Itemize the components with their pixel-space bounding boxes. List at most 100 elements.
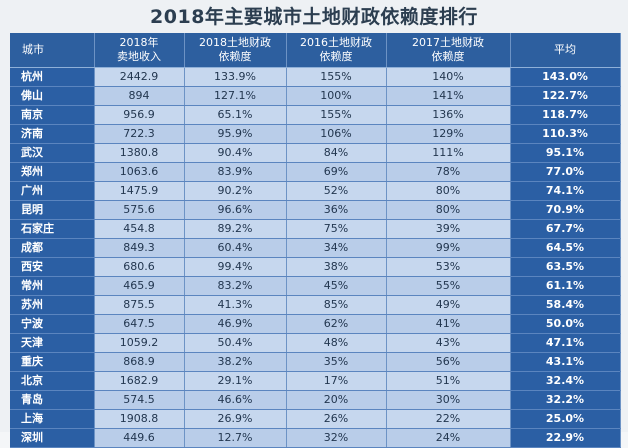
ranking-table-container: 城市 2018年 卖地收入 2018土地财政 依赖度 2016土地财政 依赖度 … — [10, 33, 621, 448]
cell-2018-dependency: 41.3% — [184, 295, 287, 315]
cell-2016-dependency: 35% — [286, 352, 387, 372]
cell-2016-dependency: 45% — [286, 276, 387, 296]
cell-2017-dependency: 55% — [386, 276, 511, 296]
table-row: 广州 1475.9 90.2% 52% 80% 74.1% — [10, 181, 621, 201]
cell-2016-dependency: 155% — [286, 105, 387, 125]
cell-2018-revenue: 647.5 — [94, 314, 185, 334]
cell-2018-dependency: 133.9% — [184, 67, 287, 87]
cell-2016-dependency: 84% — [286, 143, 387, 163]
table-row: 北京 1682.9 29.1% 17% 51% 32.4% — [10, 371, 621, 391]
cell-average: 25.0% — [510, 409, 621, 429]
cell-2018-revenue: 574.5 — [94, 390, 185, 410]
cell-city: 青岛 — [10, 390, 95, 410]
cell-2017-dependency: 30% — [386, 390, 511, 410]
cell-average: 143.0% — [510, 67, 621, 87]
cell-2018-dependency: 65.1% — [184, 105, 287, 125]
cell-city: 苏州 — [10, 295, 95, 315]
cell-average: 32.4% — [510, 371, 621, 391]
cell-city: 济南 — [10, 124, 95, 144]
cell-2018-dependency: 83.2% — [184, 276, 287, 296]
cell-city: 石家庄 — [10, 219, 95, 239]
cell-2016-dependency: 100% — [286, 86, 387, 106]
cell-average: 122.7% — [510, 86, 621, 106]
cell-2016-dependency: 155% — [286, 67, 387, 87]
cell-city: 佛山 — [10, 86, 95, 106]
cell-city: 南京 — [10, 105, 95, 125]
cell-2016-dependency: 34% — [286, 238, 387, 258]
cell-2018-dependency: 89.2% — [184, 219, 287, 239]
cell-2017-dependency: 43% — [386, 333, 511, 353]
table-row: 上海 1908.8 26.9% 26% 22% 25.0% — [10, 409, 621, 429]
cell-2018-revenue: 849.3 — [94, 238, 185, 258]
cell-average: 63.5% — [510, 257, 621, 277]
cell-2018-revenue: 1682.9 — [94, 371, 185, 391]
cell-city: 天津 — [10, 333, 95, 353]
ranking-table: 城市 2018年 卖地收入 2018土地财政 依赖度 2016土地财政 依赖度 … — [10, 33, 621, 448]
cell-2016-dependency: 52% — [286, 181, 387, 201]
header-average: 平均 — [510, 33, 621, 68]
cell-2018-revenue: 1059.2 — [94, 333, 185, 353]
cell-2016-dependency: 69% — [286, 162, 387, 182]
cell-average: 64.5% — [510, 238, 621, 258]
table-row: 深圳 449.6 12.7% 32% 24% 22.9% — [10, 428, 621, 448]
cell-2016-dependency: 17% — [286, 371, 387, 391]
cell-2017-dependency: 136% — [386, 105, 511, 125]
cell-2017-dependency: 78% — [386, 162, 511, 182]
cell-2018-revenue: 1063.6 — [94, 162, 185, 182]
header-2016-dependency: 2016土地财政 依赖度 — [286, 33, 387, 68]
cell-average: 77.0% — [510, 162, 621, 182]
cell-average: 32.2% — [510, 390, 621, 410]
cell-2018-dependency: 127.1% — [184, 86, 287, 106]
page: 2018年主要城市土地财政依赖度排行 城市 2018年 卖地收入 2018土地财… — [10, 6, 621, 448]
cell-average: 47.1% — [510, 333, 621, 353]
cell-2016-dependency: 106% — [286, 124, 387, 144]
header-city: 城市 — [10, 33, 95, 68]
table-row: 成都 849.3 60.4% 34% 99% 64.5% — [10, 238, 621, 258]
table-row: 南京 956.9 65.1% 155% 136% 118.7% — [10, 105, 621, 125]
cell-2017-dependency: 39% — [386, 219, 511, 239]
cell-2017-dependency: 24% — [386, 428, 511, 448]
cell-2018-dependency: 50.4% — [184, 333, 287, 353]
table-row: 苏州 875.5 41.3% 85% 49% 58.4% — [10, 295, 621, 315]
cell-2018-revenue: 1380.8 — [94, 143, 185, 163]
header-2017-dependency: 2017土地财政 依赖度 — [386, 33, 511, 68]
cell-2017-dependency: 111% — [386, 143, 511, 163]
table-row: 济南 722.3 95.9% 106% 129% 110.3% — [10, 124, 621, 144]
cell-average: 22.9% — [510, 428, 621, 448]
cell-2018-dependency: 90.4% — [184, 143, 287, 163]
cell-average: 67.7% — [510, 219, 621, 239]
cell-city: 深圳 — [10, 428, 95, 448]
cell-average: 118.7% — [510, 105, 621, 125]
cell-2016-dependency: 48% — [286, 333, 387, 353]
table-row: 杭州 2442.9 133.9% 155% 140% 143.0% — [10, 67, 621, 87]
table-row: 宁波 647.5 46.9% 62% 41% 50.0% — [10, 314, 621, 334]
cell-2018-revenue: 722.3 — [94, 124, 185, 144]
cell-2017-dependency: 141% — [386, 86, 511, 106]
cell-2017-dependency: 140% — [386, 67, 511, 87]
table-row: 郑州 1063.6 83.9% 69% 78% 77.0% — [10, 162, 621, 182]
cell-2016-dependency: 62% — [286, 314, 387, 334]
cell-2018-dependency: 95.9% — [184, 124, 287, 144]
cell-2017-dependency: 41% — [386, 314, 511, 334]
cell-city: 杭州 — [10, 67, 95, 87]
cell-2017-dependency: 129% — [386, 124, 511, 144]
cell-2016-dependency: 75% — [286, 219, 387, 239]
cell-2017-dependency: 49% — [386, 295, 511, 315]
cell-2018-dependency: 46.6% — [184, 390, 287, 410]
cell-2017-dependency: 56% — [386, 352, 511, 372]
cell-average: 58.4% — [510, 295, 621, 315]
table-row: 昆明 575.6 96.6% 36% 80% 70.9% — [10, 200, 621, 220]
table-body: 杭州 2442.9 133.9% 155% 140% 143.0% 佛山 894 127.1%… — [10, 67, 621, 448]
page-title: 2018年主要城市土地财政依赖度排行 — [150, 6, 478, 28]
cell-city: 昆明 — [10, 200, 95, 220]
cell-city: 广州 — [10, 181, 95, 201]
cell-2018-revenue: 680.6 — [94, 257, 185, 277]
table-row: 佛山 894 127.1% 100% 141% 122.7% — [10, 86, 621, 106]
cell-2018-revenue: 465.9 — [94, 276, 185, 296]
cell-2018-revenue: 875.5 — [94, 295, 185, 315]
cell-2018-dependency: 46.9% — [184, 314, 287, 334]
cell-city: 上海 — [10, 409, 95, 429]
cell-average: 43.1% — [510, 352, 621, 372]
cell-2018-revenue: 454.8 — [94, 219, 185, 239]
cell-2017-dependency: 80% — [386, 181, 511, 201]
